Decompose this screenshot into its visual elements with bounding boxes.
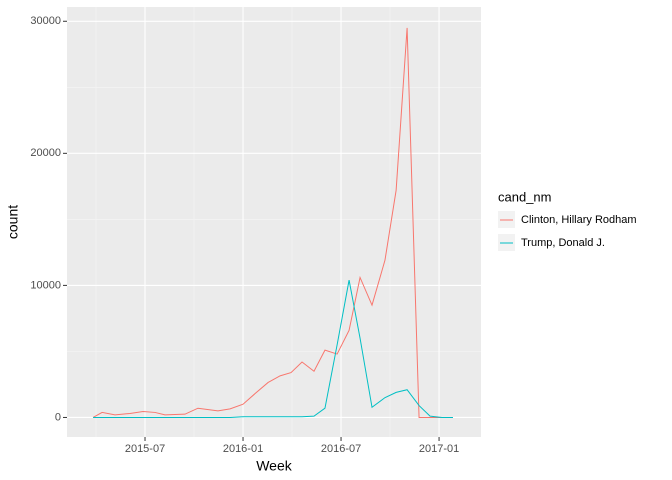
legend-label: Clinton, Hillary Rodham <box>521 214 637 226</box>
series-line <box>93 280 453 418</box>
x-tick-label: 2017-01 <box>419 443 459 455</box>
x-axis-title: Week <box>256 458 293 474</box>
y-axis-title: count <box>5 205 21 239</box>
y-tick-label: 10000 <box>30 279 61 291</box>
x-tick-label: 2016-07 <box>321 443 361 455</box>
x-tick-label: 2015-07 <box>125 443 165 455</box>
y-tick-label: 30000 <box>30 15 61 27</box>
x-tick-label: 2016-01 <box>223 443 263 455</box>
legend-label: Trump, Donald J. <box>521 237 605 249</box>
legend-title: cand_nm <box>498 189 551 204</box>
y-tick-label: 20000 <box>30 147 61 159</box>
plot-background <box>67 7 481 437</box>
series-line <box>92 27 453 418</box>
y-tick-label: 0 <box>55 411 61 423</box>
